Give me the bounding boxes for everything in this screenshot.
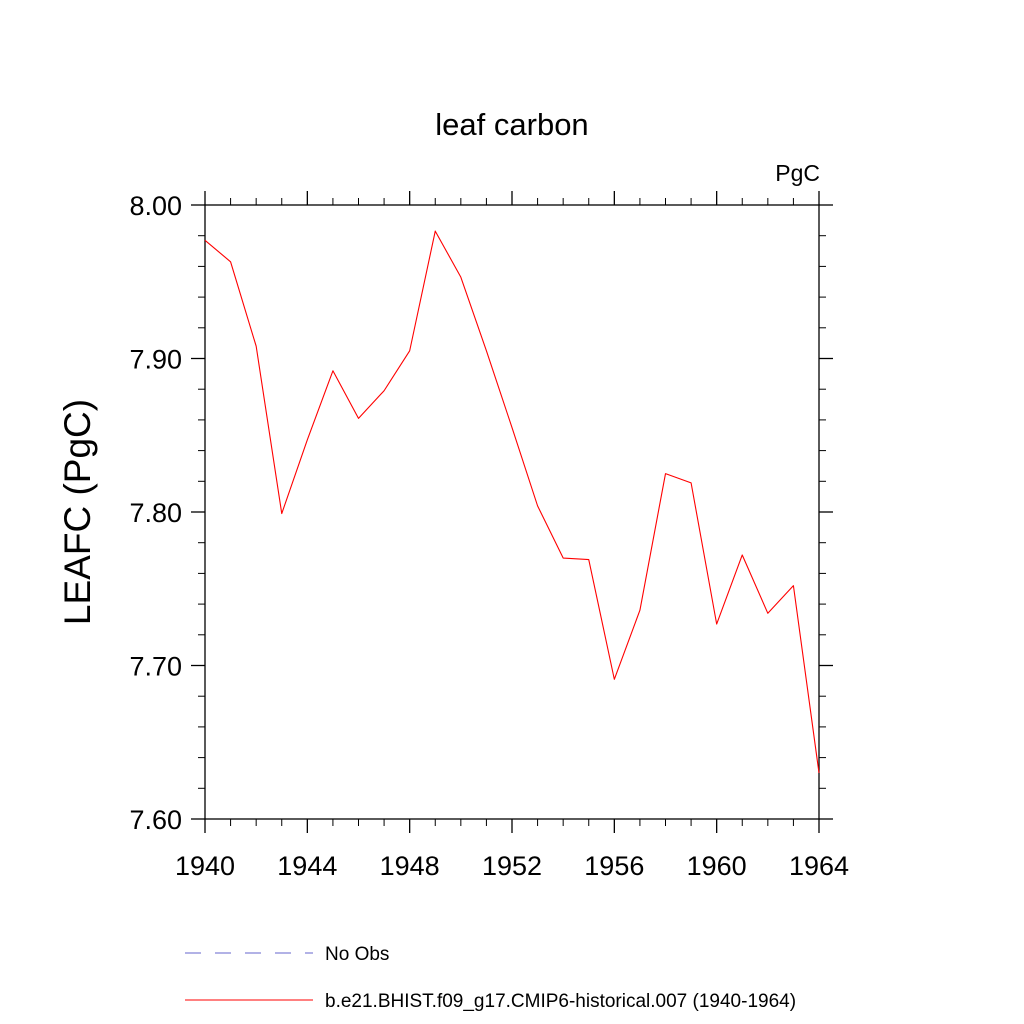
legend-label: No Obs (325, 944, 389, 965)
y-axis-label: LEAFC (PgC) (57, 399, 98, 625)
legend: No Obs b.e21.BHIST.f09_g17.CMIP6-historic… (185, 944, 796, 1012)
y-tick-label: 7.90 (129, 345, 182, 375)
x-tick-label: 1964 (789, 851, 849, 881)
axis-ticks: 1940 1944 1948 1952 1956 1960 1964 7.60 7.70 7.80… (129, 191, 849, 881)
x-tick-label: 1940 (175, 851, 235, 881)
units-label: PgC (775, 160, 820, 186)
y-tick-label: 7.80 (129, 498, 182, 528)
x-tick-label: 1952 (482, 851, 542, 881)
x-tick-label: 1956 (584, 851, 644, 881)
y-tick-label: 8.00 (129, 191, 182, 221)
series-line-1 (204, 230, 820, 774)
series-layer (204, 230, 820, 774)
x-tick-label: 1960 (687, 851, 747, 881)
y-tick-label: 7.70 (129, 652, 182, 682)
x-tick-label: 1944 (277, 851, 337, 881)
x-tick-label: 1948 (380, 851, 440, 881)
y-tick-label: 7.60 (129, 805, 182, 835)
legend-label: b.e21.BHIST.f09_g17.CMIP6-historical.007… (325, 991, 796, 1012)
chart-title: leaf carbon (435, 107, 588, 142)
plot-frame (204, 204, 820, 820)
